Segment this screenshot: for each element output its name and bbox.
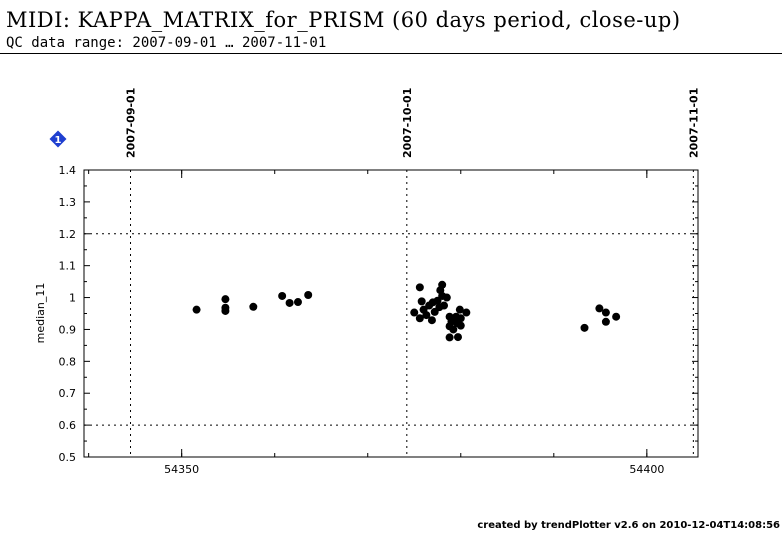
data-point	[427, 316, 436, 325]
data-point	[595, 304, 604, 313]
data-point	[455, 305, 464, 314]
badge-label: 1	[55, 135, 62, 146]
y-tick-label: 0.9	[59, 323, 77, 336]
data-point	[415, 314, 424, 323]
y-tick-label: 1.1	[59, 260, 77, 273]
data-point	[601, 317, 610, 326]
data-point	[293, 298, 302, 307]
data-point	[445, 333, 454, 342]
date-marker-label: 2007-10-01	[401, 88, 414, 158]
y-tick-label: 0.5	[59, 451, 77, 464]
data-point	[221, 295, 230, 304]
y-tick-label: 1.4	[59, 164, 77, 177]
x-tick-label: 54400	[629, 463, 664, 476]
data-point	[415, 283, 424, 292]
y-tick-label: 0.7	[59, 387, 77, 400]
data-point	[462, 308, 471, 317]
grid-layer: 2007-09-01 2007-10-01 2007-11-01	[84, 88, 700, 457]
y-tick-label: 1	[69, 292, 76, 305]
data-point	[440, 301, 449, 310]
axis-layer: 0.5 0.6 0.7 0.8 0.9 1 1.1 1.2 1.3 1.4 54350 54400	[59, 164, 699, 476]
data-point	[285, 298, 294, 307]
data-point	[612, 312, 621, 321]
data-point	[438, 280, 447, 289]
data-point	[192, 305, 201, 314]
data-point	[453, 333, 462, 342]
data-point	[580, 323, 589, 332]
qc-data-range: QC data range: 2007-09-01 … 2007-11-01	[6, 35, 327, 51]
data-point	[304, 291, 313, 300]
data-point	[278, 291, 287, 300]
x-tick-label: 54350	[164, 463, 199, 476]
data-point	[442, 293, 451, 302]
y-tick-label: 0.6	[59, 419, 77, 432]
data-points	[192, 280, 621, 342]
data-point	[449, 325, 458, 334]
data-point	[221, 306, 230, 315]
date-marker-label: 2007-09-01	[125, 88, 138, 158]
y-tick-label: 0.8	[59, 355, 77, 368]
date-marker-label: 2007-11-01	[687, 88, 700, 158]
data-point	[601, 308, 610, 317]
data-point	[249, 302, 258, 311]
data-point	[422, 311, 431, 320]
data-point	[456, 314, 465, 323]
data-point	[417, 297, 426, 306]
data-point	[410, 308, 419, 317]
y-tick-label: 1.3	[59, 196, 77, 209]
y-tick-label: 1.2	[59, 228, 77, 241]
page-title: MIDI: KAPPA_MATRIX_for_PRISM (60 days pe…	[6, 8, 681, 32]
y-axis-label: median_11	[34, 283, 47, 344]
data-point	[456, 321, 465, 330]
title-divider	[0, 53, 782, 54]
footer-credit: created by trendPlotter v2.6 on 2010-12-…	[477, 520, 780, 531]
badge-icon[interactable]: 1	[49, 130, 67, 148]
